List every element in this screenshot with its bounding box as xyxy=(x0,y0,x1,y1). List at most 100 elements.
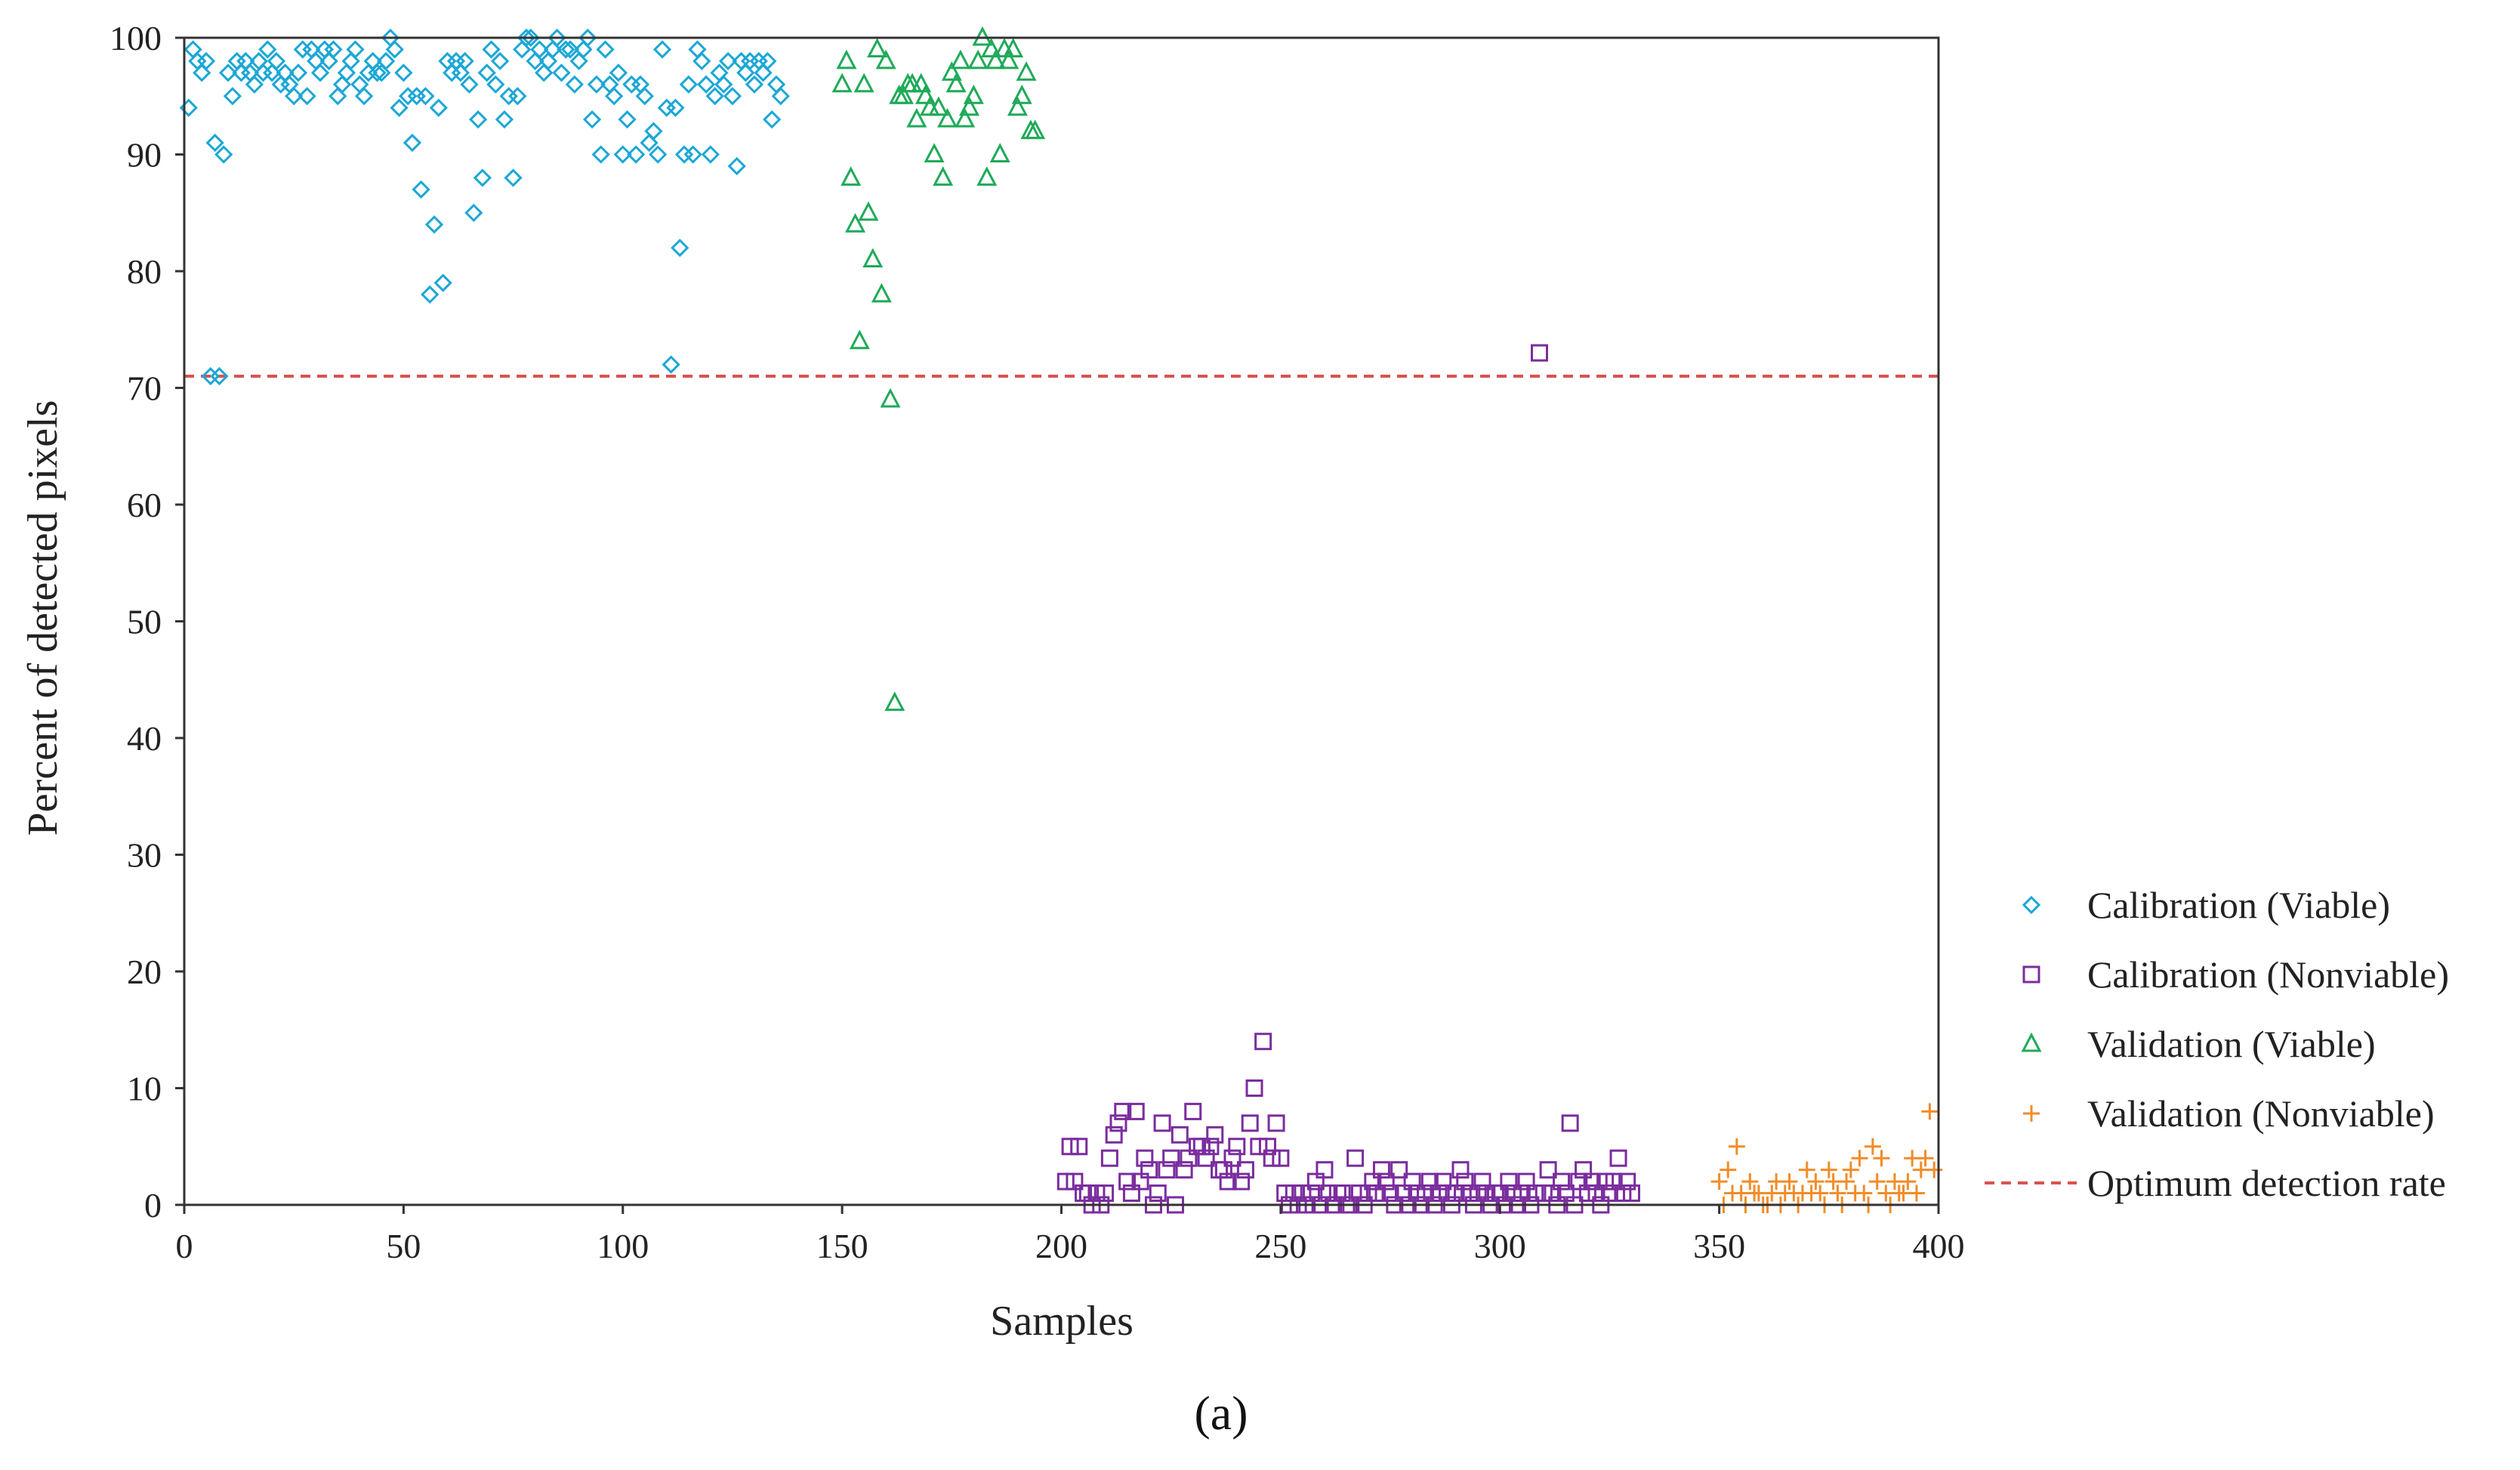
data-point xyxy=(1350,1184,1368,1203)
y-tick-label: 80 xyxy=(127,252,162,291)
data-point xyxy=(390,98,409,117)
data-point xyxy=(319,51,338,71)
data-point xyxy=(714,75,733,94)
x-axis-title: Samples xyxy=(990,1298,1134,1345)
data-point xyxy=(421,285,440,304)
data-point xyxy=(196,51,216,71)
legend-label: Optimum detection rate xyxy=(2087,1162,2446,1204)
data-point xyxy=(1864,1138,1881,1155)
data-point xyxy=(530,40,549,59)
data-point xyxy=(1061,1138,1079,1156)
data-point xyxy=(513,40,532,59)
data-point xyxy=(627,145,646,164)
data-point xyxy=(535,63,554,82)
data-point xyxy=(258,40,277,59)
data-point xyxy=(867,38,888,57)
data-point xyxy=(1109,1114,1127,1132)
data-point xyxy=(906,107,927,128)
data-point xyxy=(354,87,374,106)
data-point xyxy=(346,40,365,59)
data-point xyxy=(609,63,628,82)
data-point xyxy=(924,143,945,162)
data-point xyxy=(1605,1172,1623,1191)
data-point xyxy=(1798,1161,1815,1178)
x-tick-label: 400 xyxy=(1913,1227,1965,1265)
data-point xyxy=(565,75,584,94)
data-point xyxy=(596,40,615,59)
data-point xyxy=(1140,1161,1158,1179)
data-point xyxy=(1306,1172,1325,1191)
data-point xyxy=(1377,1172,1395,1191)
data-point xyxy=(1214,1161,1232,1179)
data-point xyxy=(1070,1138,1088,1156)
data-point xyxy=(880,388,901,408)
data-point xyxy=(1197,1149,1215,1167)
data-point xyxy=(1316,1161,1334,1179)
data-point xyxy=(285,87,304,106)
data-point xyxy=(543,40,562,59)
data-point xyxy=(1175,1161,1193,1179)
data-point xyxy=(1908,1184,1925,1202)
data-point xyxy=(875,49,896,69)
data-point xyxy=(1583,1172,1601,1191)
data-point xyxy=(1578,1184,1596,1203)
figure-caption: (a) xyxy=(1194,1386,1248,1440)
legend: Calibration (Viable) Calibration (Nonviab… xyxy=(1985,884,2449,1204)
data-point xyxy=(1420,1172,1439,1191)
data-point xyxy=(552,63,571,82)
data-point xyxy=(635,87,654,106)
data-point xyxy=(1781,1173,1798,1191)
data-point xyxy=(605,87,624,106)
data-point xyxy=(1600,1184,1618,1203)
data-point xyxy=(849,329,870,350)
data-point xyxy=(1056,1172,1075,1191)
data-point xyxy=(666,98,685,117)
data-point xyxy=(328,87,347,106)
legend-marker xyxy=(2022,895,2041,915)
x-tick-label: 200 xyxy=(1035,1227,1087,1265)
data-point xyxy=(1526,1184,1544,1203)
data-point xyxy=(963,85,984,104)
series-2 xyxy=(831,26,1046,712)
axes: 0 50 100 150 200 250 300 350 400 0 10 20 30 40 50 60 70 8… xyxy=(109,19,1965,1265)
data-point xyxy=(1232,1172,1251,1191)
data-point xyxy=(640,133,659,153)
data-point xyxy=(941,61,962,81)
data-point xyxy=(692,51,711,71)
data-point xyxy=(705,87,724,106)
data-point xyxy=(1553,1172,1571,1191)
data-point xyxy=(727,156,746,176)
y-tick-label: 100 xyxy=(109,19,162,57)
data-point xyxy=(1016,61,1037,81)
data-point xyxy=(1303,1184,1321,1203)
data-point xyxy=(696,75,716,94)
data-point xyxy=(1517,1172,1535,1191)
data-point xyxy=(652,40,672,59)
data-point xyxy=(1478,1184,1496,1203)
data-point xyxy=(473,168,492,187)
data-point xyxy=(763,110,782,129)
data-point xyxy=(719,51,738,71)
data-point xyxy=(495,110,514,129)
data-point xyxy=(587,75,606,94)
data-point xyxy=(341,51,360,71)
data-point xyxy=(945,73,967,93)
data-point xyxy=(1451,1161,1470,1179)
y-tick-label: 60 xyxy=(127,486,162,524)
data-point xyxy=(412,180,430,199)
data-point xyxy=(937,107,958,128)
data-point xyxy=(547,28,566,48)
data-point xyxy=(1556,1184,1575,1203)
data-point xyxy=(1408,1184,1426,1203)
x-tick-label: 350 xyxy=(1693,1227,1745,1265)
data-point xyxy=(1504,1184,1522,1203)
data-point xyxy=(1381,1184,1399,1203)
data-point xyxy=(967,49,989,69)
data-point xyxy=(193,63,211,82)
data-point xyxy=(998,49,1019,69)
data-point xyxy=(1447,1184,1465,1203)
data-point xyxy=(911,73,932,93)
data-point xyxy=(1855,1184,1873,1202)
legend-marker xyxy=(2023,1105,2040,1122)
